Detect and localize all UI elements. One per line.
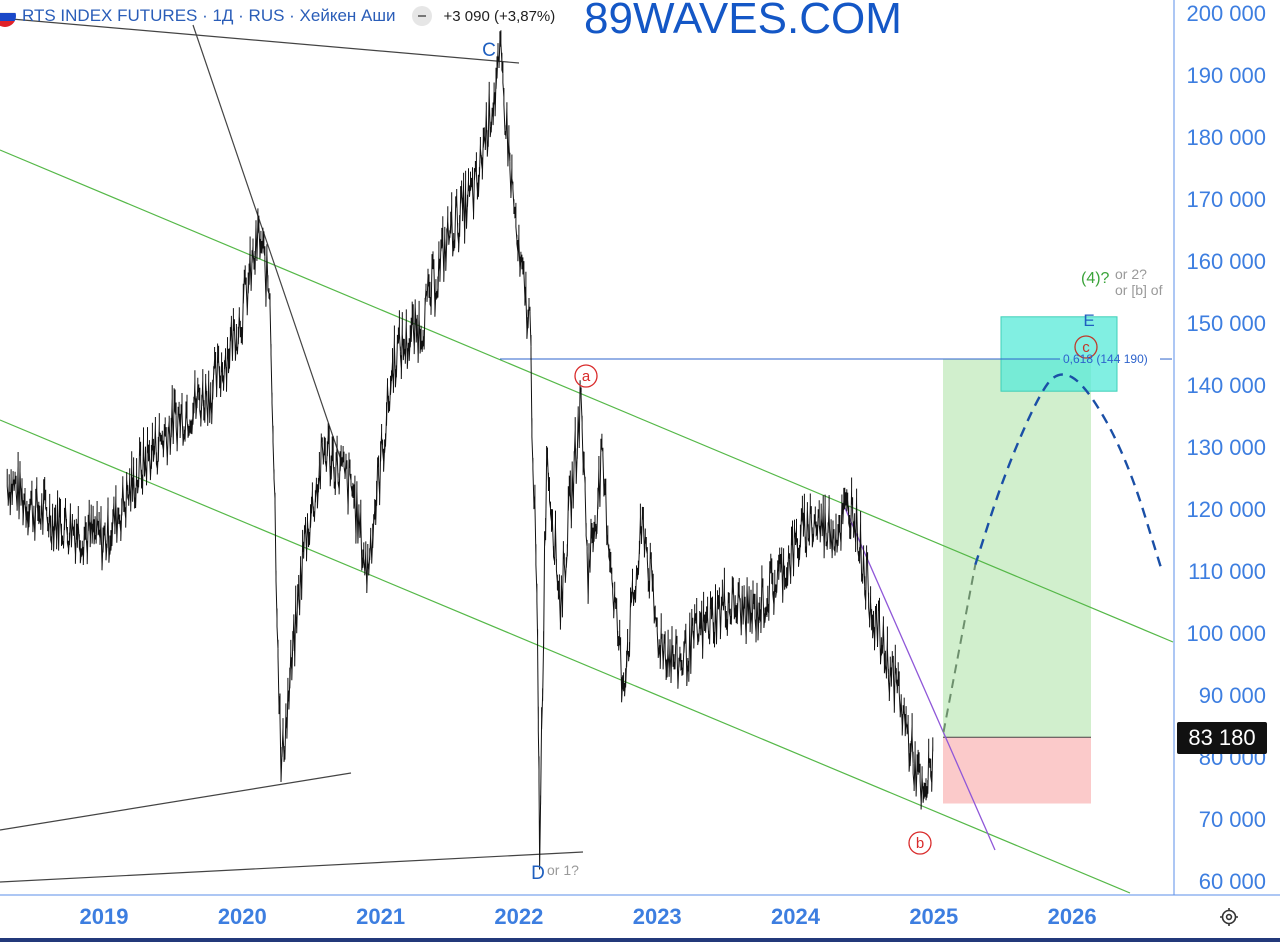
wave-label-4-alt1: or 2? (1115, 266, 1147, 282)
x-tick-label: 2026 (1048, 904, 1097, 929)
wave-labels-layer: C D or 1? a b Ec (4)? or 2?or [b] of 0,618 (144 … (80, 1, 1266, 929)
wave-label-c-small-circle (1074, 335, 1098, 359)
x-tick-label: 2019 (80, 904, 129, 929)
wave-label-b-circle (908, 831, 932, 855)
wave-label-4: (4)? (1081, 270, 1110, 287)
fib-label: 0,618 (144 190) (1063, 352, 1148, 366)
y-tick-label: 150 000 (1186, 311, 1266, 336)
x-tick-label: 2021 (356, 904, 405, 929)
x-tick-label: 2023 (633, 904, 682, 929)
projection-wave-2 (974, 373, 1164, 572)
x-tick-label: 2025 (909, 904, 958, 929)
x-tick-label: 2022 (494, 904, 543, 929)
zones-layer (943, 316, 1118, 804)
channel-lower-line (0, 419, 1131, 894)
purple-trendline (844, 507, 996, 851)
wave-label-d-alt: or 1? (547, 862, 579, 878)
price-series-layer (6, 30, 934, 870)
y-tick-label: 200 000 (1186, 1, 1266, 26)
wave-label-a: a (582, 368, 591, 385)
projection-wave-1 (942, 564, 977, 733)
x-tick-label: 2020 (218, 904, 267, 929)
russia-flag-icon (0, 5, 16, 27)
minus-pill-icon[interactable] (411, 6, 432, 26)
trendline-2020 (192, 24, 342, 461)
gear-icon[interactable] (1218, 906, 1240, 928)
wave-label-a-circle (574, 364, 598, 388)
chart-header: RTS INDEX FUTURES · 1Д · RUS · Хейкен Аш… (0, 0, 555, 32)
y-tick-label: 170 000 (1186, 187, 1266, 212)
profit-zone (943, 359, 1091, 738)
y-tick-label: 70 000 (1199, 807, 1266, 832)
y-tick-label: 140 000 (1186, 373, 1266, 398)
y-tick-label: 100 000 (1186, 621, 1266, 646)
triangle-lower-line-1 (0, 772, 352, 831)
y-tick-label: 120 000 (1186, 497, 1266, 522)
price-line (6, 30, 934, 870)
x-tick-label: 2024 (771, 904, 821, 929)
y-tick-label: 60 000 (1199, 869, 1266, 894)
symbol-title[interactable]: RTS INDEX FUTURES · 1Д · RUS · Хейкен Аш… (22, 6, 396, 25)
y-tick-label: 180 000 (1186, 125, 1266, 150)
watermark: 89WAVES.COM (584, 0, 902, 43)
wave-label-c: C (482, 40, 496, 61)
wave-label-b: b (916, 835, 924, 852)
wave-label-4-alt2: or [b] of (1115, 282, 1163, 298)
y-tick-label: 110 000 (1188, 559, 1266, 584)
y-tick-label: 190 000 (1186, 63, 1266, 88)
projection-layer (942, 373, 1164, 733)
target-box (1000, 316, 1118, 392)
y-tick-label: 90 000 (1199, 683, 1266, 708)
triangle-lower-line-2 (0, 851, 584, 883)
stop-zone (943, 737, 1091, 804)
wave-label-e: E (1083, 311, 1094, 330)
wave-label-d: D (531, 863, 545, 884)
wave-label-c-small: c (1082, 339, 1090, 356)
triangle-upper-line (0, 17, 520, 64)
y-tick-label: 160 000 (1186, 249, 1266, 274)
current-price-tag: 83 180 (1177, 722, 1267, 754)
price-change: +3 090 (+3,87%) (443, 7, 556, 25)
y-tick-label: 130 000 (1186, 435, 1266, 460)
